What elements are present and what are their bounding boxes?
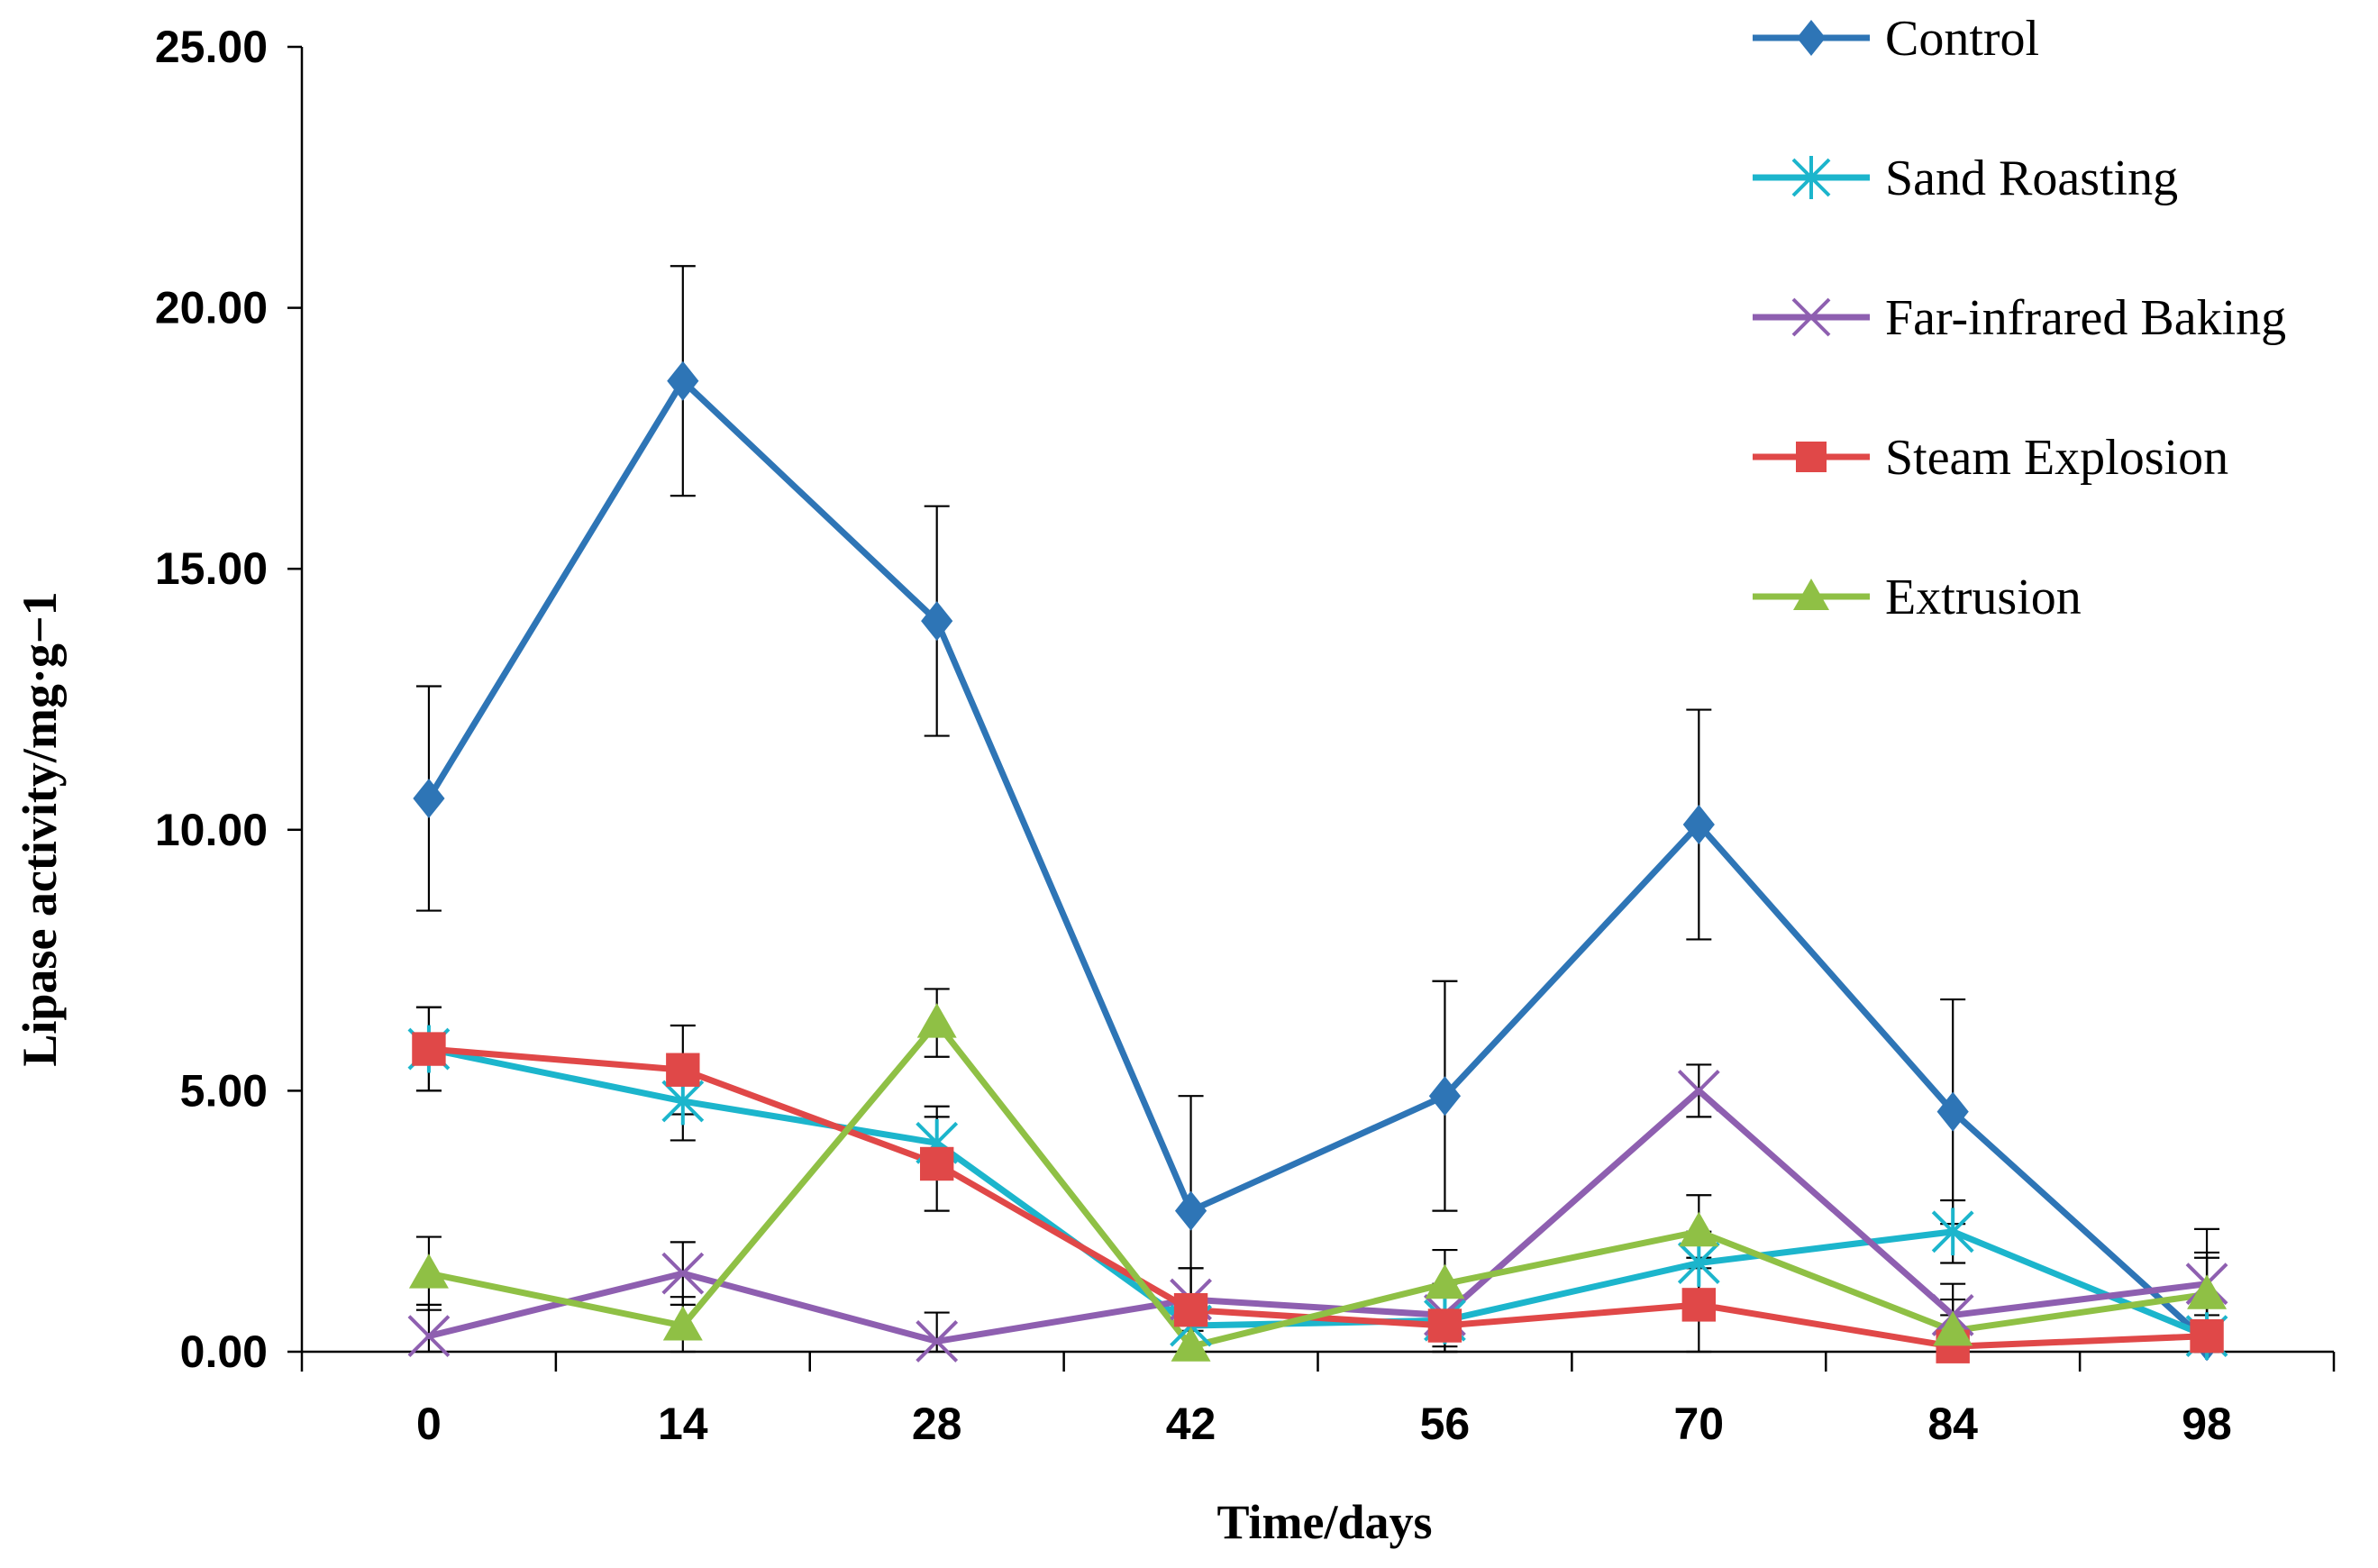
data-point-extrusion: [408, 1253, 449, 1289]
data-point-steam-explosion: [1173, 1292, 1208, 1327]
x-tick-label: 56: [1420, 1399, 1471, 1449]
y-tick-label: 5.00: [180, 1065, 268, 1116]
data-point-control: [921, 601, 953, 642]
marker-stroke: [1677, 1069, 1720, 1112]
y-axis-title: Lipase activity/mg·g−1: [13, 591, 67, 1066]
data-point-control: [1174, 1190, 1207, 1231]
series-markers: [407, 360, 2228, 1363]
y-tick-label: 15.00: [155, 543, 268, 594]
legend-label: Sand Roasting: [1885, 150, 2178, 206]
marker-stroke: [916, 1320, 959, 1363]
y-tick-label: 10.00: [155, 805, 268, 855]
series-lines: [425, 378, 2210, 1350]
legend[interactable]: Control Sand Roasting Far-infrared Baking S…: [1753, 11, 2286, 625]
legend-marker: [1796, 442, 1827, 472]
x-axis-title: Time/days: [1216, 1495, 1432, 1549]
x-tick-label: 70: [1674, 1399, 1725, 1449]
legend-item-extrusion[interactable]: Extrusion: [1753, 570, 2082, 625]
data-point-control: [413, 779, 445, 819]
data-point-extrusion: [1425, 1263, 1465, 1299]
x-tick-label: 84: [1927, 1399, 1978, 1449]
legend-item-steam-explosion[interactable]: Steam Explosion: [1753, 430, 2228, 486]
series-line-far-infrared-baking: [425, 1087, 2210, 1345]
legend-label: Far-infrared Baking: [1885, 290, 2286, 346]
legend-marker: [1793, 579, 1829, 610]
x-tick-label: 14: [658, 1399, 708, 1449]
legend-item-sand-roasting[interactable]: Sand Roasting: [1753, 150, 2178, 206]
y-tick-label: 0.00: [180, 1326, 268, 1377]
data-point-steam-explosion: [666, 1053, 700, 1087]
data-point-steam-explosion: [2190, 1318, 2224, 1354]
data-point-far-infrared-baking: [661, 1252, 705, 1295]
data-point-control: [1936, 1091, 1969, 1132]
data-point-steam-explosion: [1427, 1308, 1462, 1343]
x-tick-label: 28: [912, 1399, 962, 1449]
data-point-steam-explosion: [412, 1032, 446, 1066]
data-point-far-infrared-baking: [916, 1320, 959, 1363]
marker-stroke: [1791, 297, 1831, 337]
y-tick-label: 25.00: [155, 22, 268, 72]
data-point-extrusion: [1679, 1211, 1719, 1247]
error-bars: [415, 265, 2220, 1354]
axes: 0.00 5.00 10.00 15.00 20.00 25.00 0 14 28 42 56 70 8…: [155, 22, 2336, 1449]
legend-item-control[interactable]: Control: [1753, 11, 2039, 67]
x-tick-label: 42: [1166, 1399, 1216, 1449]
marker-stroke: [661, 1252, 705, 1295]
series-line-sand-roasting: [425, 1045, 2210, 1340]
data-point-control: [1682, 805, 1715, 845]
legend-label: Extrusion: [1885, 570, 2082, 625]
legend-item-far-infrared-baking[interactable]: Far-infrared Baking: [1753, 290, 2286, 346]
legend-marker: [1791, 297, 1831, 337]
data-point-sand-roasting: [1677, 1239, 1720, 1287]
data-point-extrusion: [2187, 1274, 2228, 1309]
data-point-steam-explosion: [1681, 1288, 1717, 1322]
data-point-control: [1428, 1076, 1462, 1117]
data-point-far-infrared-baking: [407, 1315, 451, 1358]
legend-label: Control: [1885, 11, 2039, 67]
series-line-control: [425, 378, 2210, 1345]
x-tick-label: 0: [416, 1399, 442, 1449]
legend-marker: [1797, 20, 1826, 56]
series-line-extrusion: [425, 1019, 2210, 1350]
data-point-extrusion: [1933, 1310, 1973, 1346]
data-point-sand-roasting: [1931, 1208, 1974, 1256]
x-tick-label: 98: [2182, 1399, 2232, 1449]
data-point-extrusion: [1171, 1326, 1211, 1362]
data-point-control: [667, 360, 699, 401]
marker-stroke: [407, 1315, 451, 1358]
legend-label: Steam Explosion: [1885, 430, 2228, 486]
data-point-steam-explosion: [919, 1146, 954, 1181]
data-point-extrusion: [662, 1306, 703, 1341]
data-point-far-infrared-baking: [1677, 1069, 1720, 1112]
y-tick-label: 20.00: [155, 283, 268, 333]
data-point-extrusion: [916, 1003, 957, 1038]
legend-marker: [1791, 156, 1831, 199]
